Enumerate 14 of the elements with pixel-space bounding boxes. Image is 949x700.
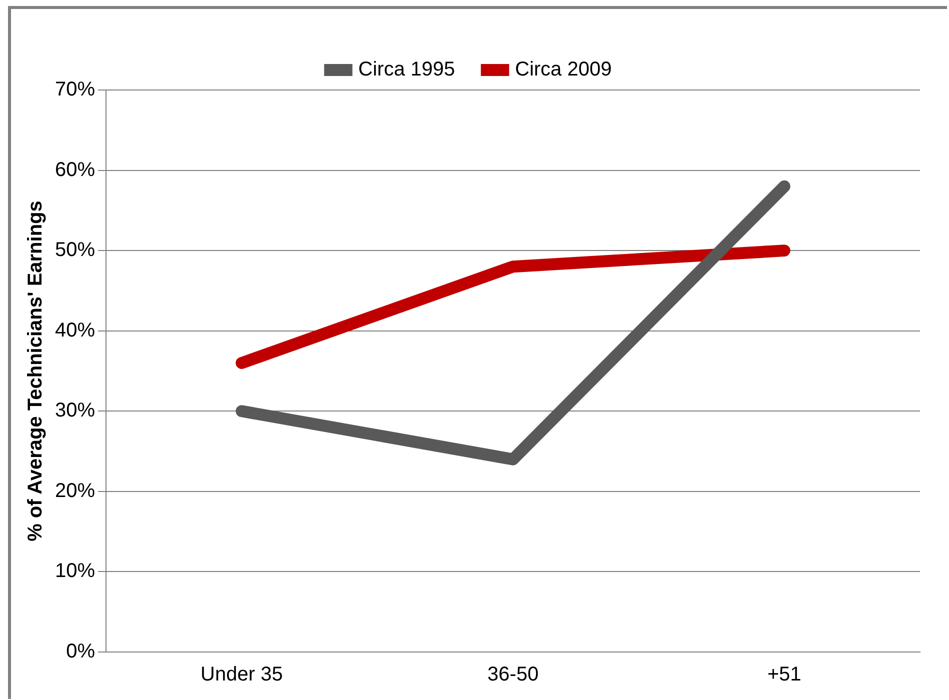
y-tick-label: 50% [55,239,96,262]
legend-label: Circa 1995 [358,58,455,81]
y-tick-label: 0% [66,640,96,663]
y-tick-label: 70% [55,78,96,101]
y-tick-label: 30% [55,400,96,422]
y-tick-label: 40% [55,319,96,342]
x-tick-label: Under 35 [200,664,283,686]
x-tick-label: 36-50 [487,664,539,686]
legend-label: Circa 2009 [515,58,612,81]
y-tick-label: 20% [55,480,96,502]
y-axis-title: % of Average Technicians' Earnings [24,200,47,542]
y-tick-label: 60% [55,158,96,181]
x-tick-label: +51 [767,664,802,686]
y-tick-label: 10% [55,560,96,582]
